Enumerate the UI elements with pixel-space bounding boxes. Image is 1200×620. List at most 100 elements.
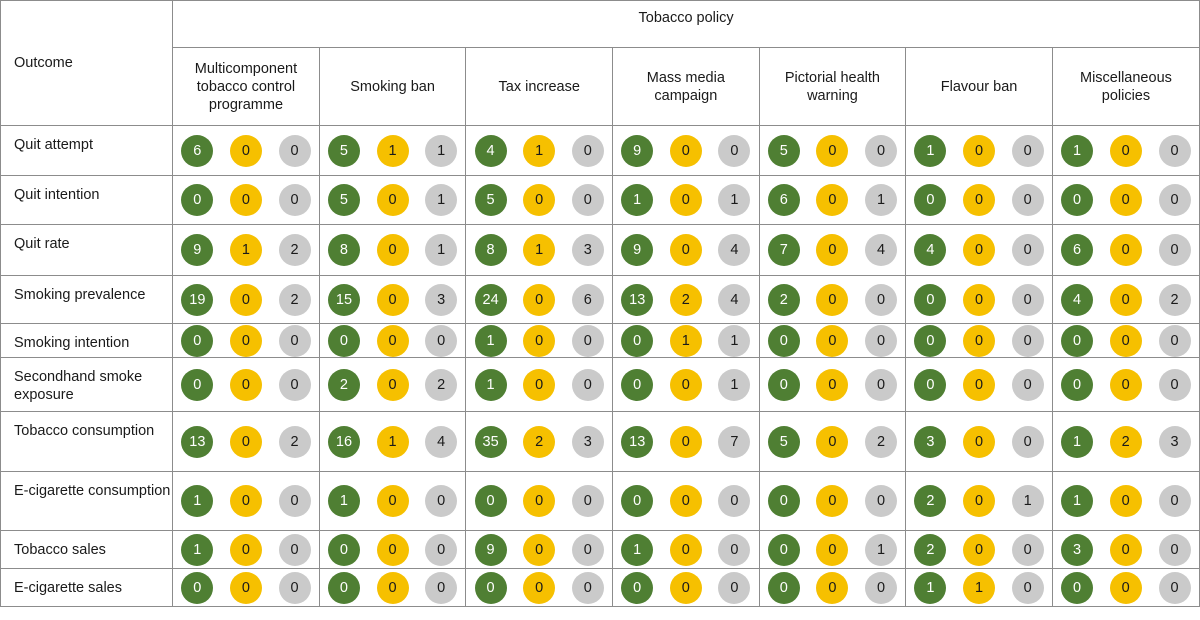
- yellow-count-circle: 0: [376, 485, 409, 517]
- grey-count-circle: 6: [571, 283, 604, 316]
- count-cell: 0: [808, 471, 857, 531]
- green-count-circle: 0: [621, 368, 654, 401]
- count-cell: 0: [612, 357, 662, 412]
- green-count-circle: 13: [181, 425, 214, 458]
- green-count-circle: 0: [914, 368, 947, 401]
- outcome-label: Smoking prevalence: [0, 275, 174, 324]
- tobacco-policy-header: Tobacco policy: [172, 0, 1200, 48]
- count-cell: 0: [417, 568, 467, 607]
- grey-count-circle: 0: [1158, 571, 1191, 604]
- count-cell: 0: [954, 175, 1004, 225]
- count-cell: 5: [758, 125, 809, 176]
- count-cell: 5: [318, 125, 369, 176]
- count-cell: 4: [1051, 275, 1102, 324]
- count-cell: 15: [318, 275, 369, 324]
- count-cell: 0: [563, 175, 614, 225]
- count-cell: 0: [954, 530, 1004, 569]
- count-cell: 0: [758, 357, 809, 412]
- green-count-circle: 0: [621, 485, 654, 517]
- green-count-circle: 0: [767, 368, 800, 401]
- yellow-count-circle: 0: [1109, 571, 1142, 604]
- count-cell: 0: [221, 275, 271, 324]
- count-cell: 1: [417, 224, 467, 276]
- count-cell: 2: [661, 275, 711, 324]
- count-cell: 0: [1003, 224, 1053, 276]
- count-cell: 0: [368, 224, 418, 276]
- count-cell: 1: [710, 357, 760, 412]
- count-cell: 0: [368, 275, 418, 324]
- green-count-circle: 1: [914, 134, 947, 167]
- count-cell: 0: [465, 568, 515, 607]
- policy-header: Mass media campaign: [612, 47, 760, 126]
- table-row: E-cigarette consumption 1 0 0 1 0 0 0 0 0 0 0 0 0 0 0 2 0…: [0, 471, 1200, 531]
- count-cell: 2: [417, 357, 467, 412]
- count-cell: 1: [856, 175, 907, 225]
- count-cell: 8: [465, 224, 515, 276]
- count-cell: 0: [221, 471, 271, 531]
- yellow-count-circle: 0: [376, 368, 409, 401]
- yellow-count-circle: 0: [816, 533, 849, 566]
- count-cell: 0: [368, 530, 418, 569]
- count-cell: 0: [758, 323, 809, 358]
- green-count-circle: 1: [474, 368, 507, 401]
- count-cell: 0: [1003, 275, 1053, 324]
- count-cell: 0: [954, 357, 1004, 412]
- grey-count-circle: 4: [718, 283, 751, 316]
- green-count-circle: 2: [327, 368, 360, 401]
- count-cell: 4: [710, 224, 760, 276]
- count-cell: 0: [1051, 357, 1102, 412]
- yellow-count-circle: 0: [669, 485, 702, 517]
- grey-count-circle: 2: [425, 368, 458, 401]
- outcome-label: Tobacco consumption: [0, 411, 174, 472]
- count-cell: 0: [1003, 357, 1053, 412]
- yellow-count-circle: 0: [816, 134, 849, 167]
- yellow-count-circle: 0: [229, 134, 262, 167]
- green-count-circle: 0: [914, 184, 947, 216]
- count-cell: 13: [612, 275, 662, 324]
- count-cell: 0: [1003, 411, 1053, 472]
- yellow-count-circle: 0: [963, 368, 996, 401]
- grey-count-circle: 0: [718, 485, 751, 517]
- table-row: Secondhand smoke exposure 0 0 0 2 0 2 1 0 0 0 0 1 0 0 0…: [0, 357, 1200, 412]
- count-cell: 0: [710, 530, 760, 569]
- green-count-circle: 1: [914, 571, 947, 604]
- outcome-label: E-cigarette sales: [0, 568, 174, 607]
- count-cell: 0: [172, 568, 222, 607]
- count-cell: 0: [465, 471, 515, 531]
- count-cell: 1: [661, 323, 711, 358]
- yellow-count-circle: 0: [1109, 533, 1142, 566]
- grey-count-circle: 0: [425, 485, 458, 517]
- green-count-circle: 0: [327, 324, 360, 357]
- count-cell: 0: [758, 471, 809, 531]
- grey-count-circle: 0: [571, 533, 604, 566]
- grey-count-circle: 2: [278, 283, 311, 316]
- count-cell: 3: [417, 275, 467, 324]
- count-cell: 0: [808, 323, 857, 358]
- green-count-circle: 0: [621, 571, 654, 604]
- green-count-circle: 9: [181, 234, 214, 266]
- grey-count-circle: 0: [425, 324, 458, 357]
- green-count-circle: 5: [474, 184, 507, 216]
- count-cell: 1: [1051, 411, 1102, 472]
- count-cell: 1: [417, 125, 467, 176]
- count-cell: 1: [1051, 125, 1102, 176]
- count-cell: 0: [710, 125, 760, 176]
- count-cell: 0: [514, 568, 564, 607]
- grey-count-circle: 0: [1011, 283, 1044, 316]
- grey-count-circle: 0: [278, 485, 311, 517]
- count-cell: 6: [563, 275, 614, 324]
- count-cell: 0: [417, 530, 467, 569]
- count-cell: 0: [612, 568, 662, 607]
- green-count-circle: 0: [1061, 184, 1094, 216]
- count-cell: 0: [1150, 568, 1200, 607]
- count-cell: 0: [1051, 568, 1102, 607]
- grey-count-circle: 0: [718, 571, 751, 604]
- green-count-circle: 35: [474, 425, 507, 458]
- green-count-circle: 0: [621, 324, 654, 357]
- count-cell: 5: [465, 175, 515, 225]
- green-count-circle: 2: [914, 533, 947, 566]
- yellow-count-circle: 0: [816, 283, 849, 316]
- yellow-count-circle: 0: [816, 571, 849, 604]
- count-cell: 0: [563, 357, 614, 412]
- yellow-count-circle: 0: [816, 485, 849, 517]
